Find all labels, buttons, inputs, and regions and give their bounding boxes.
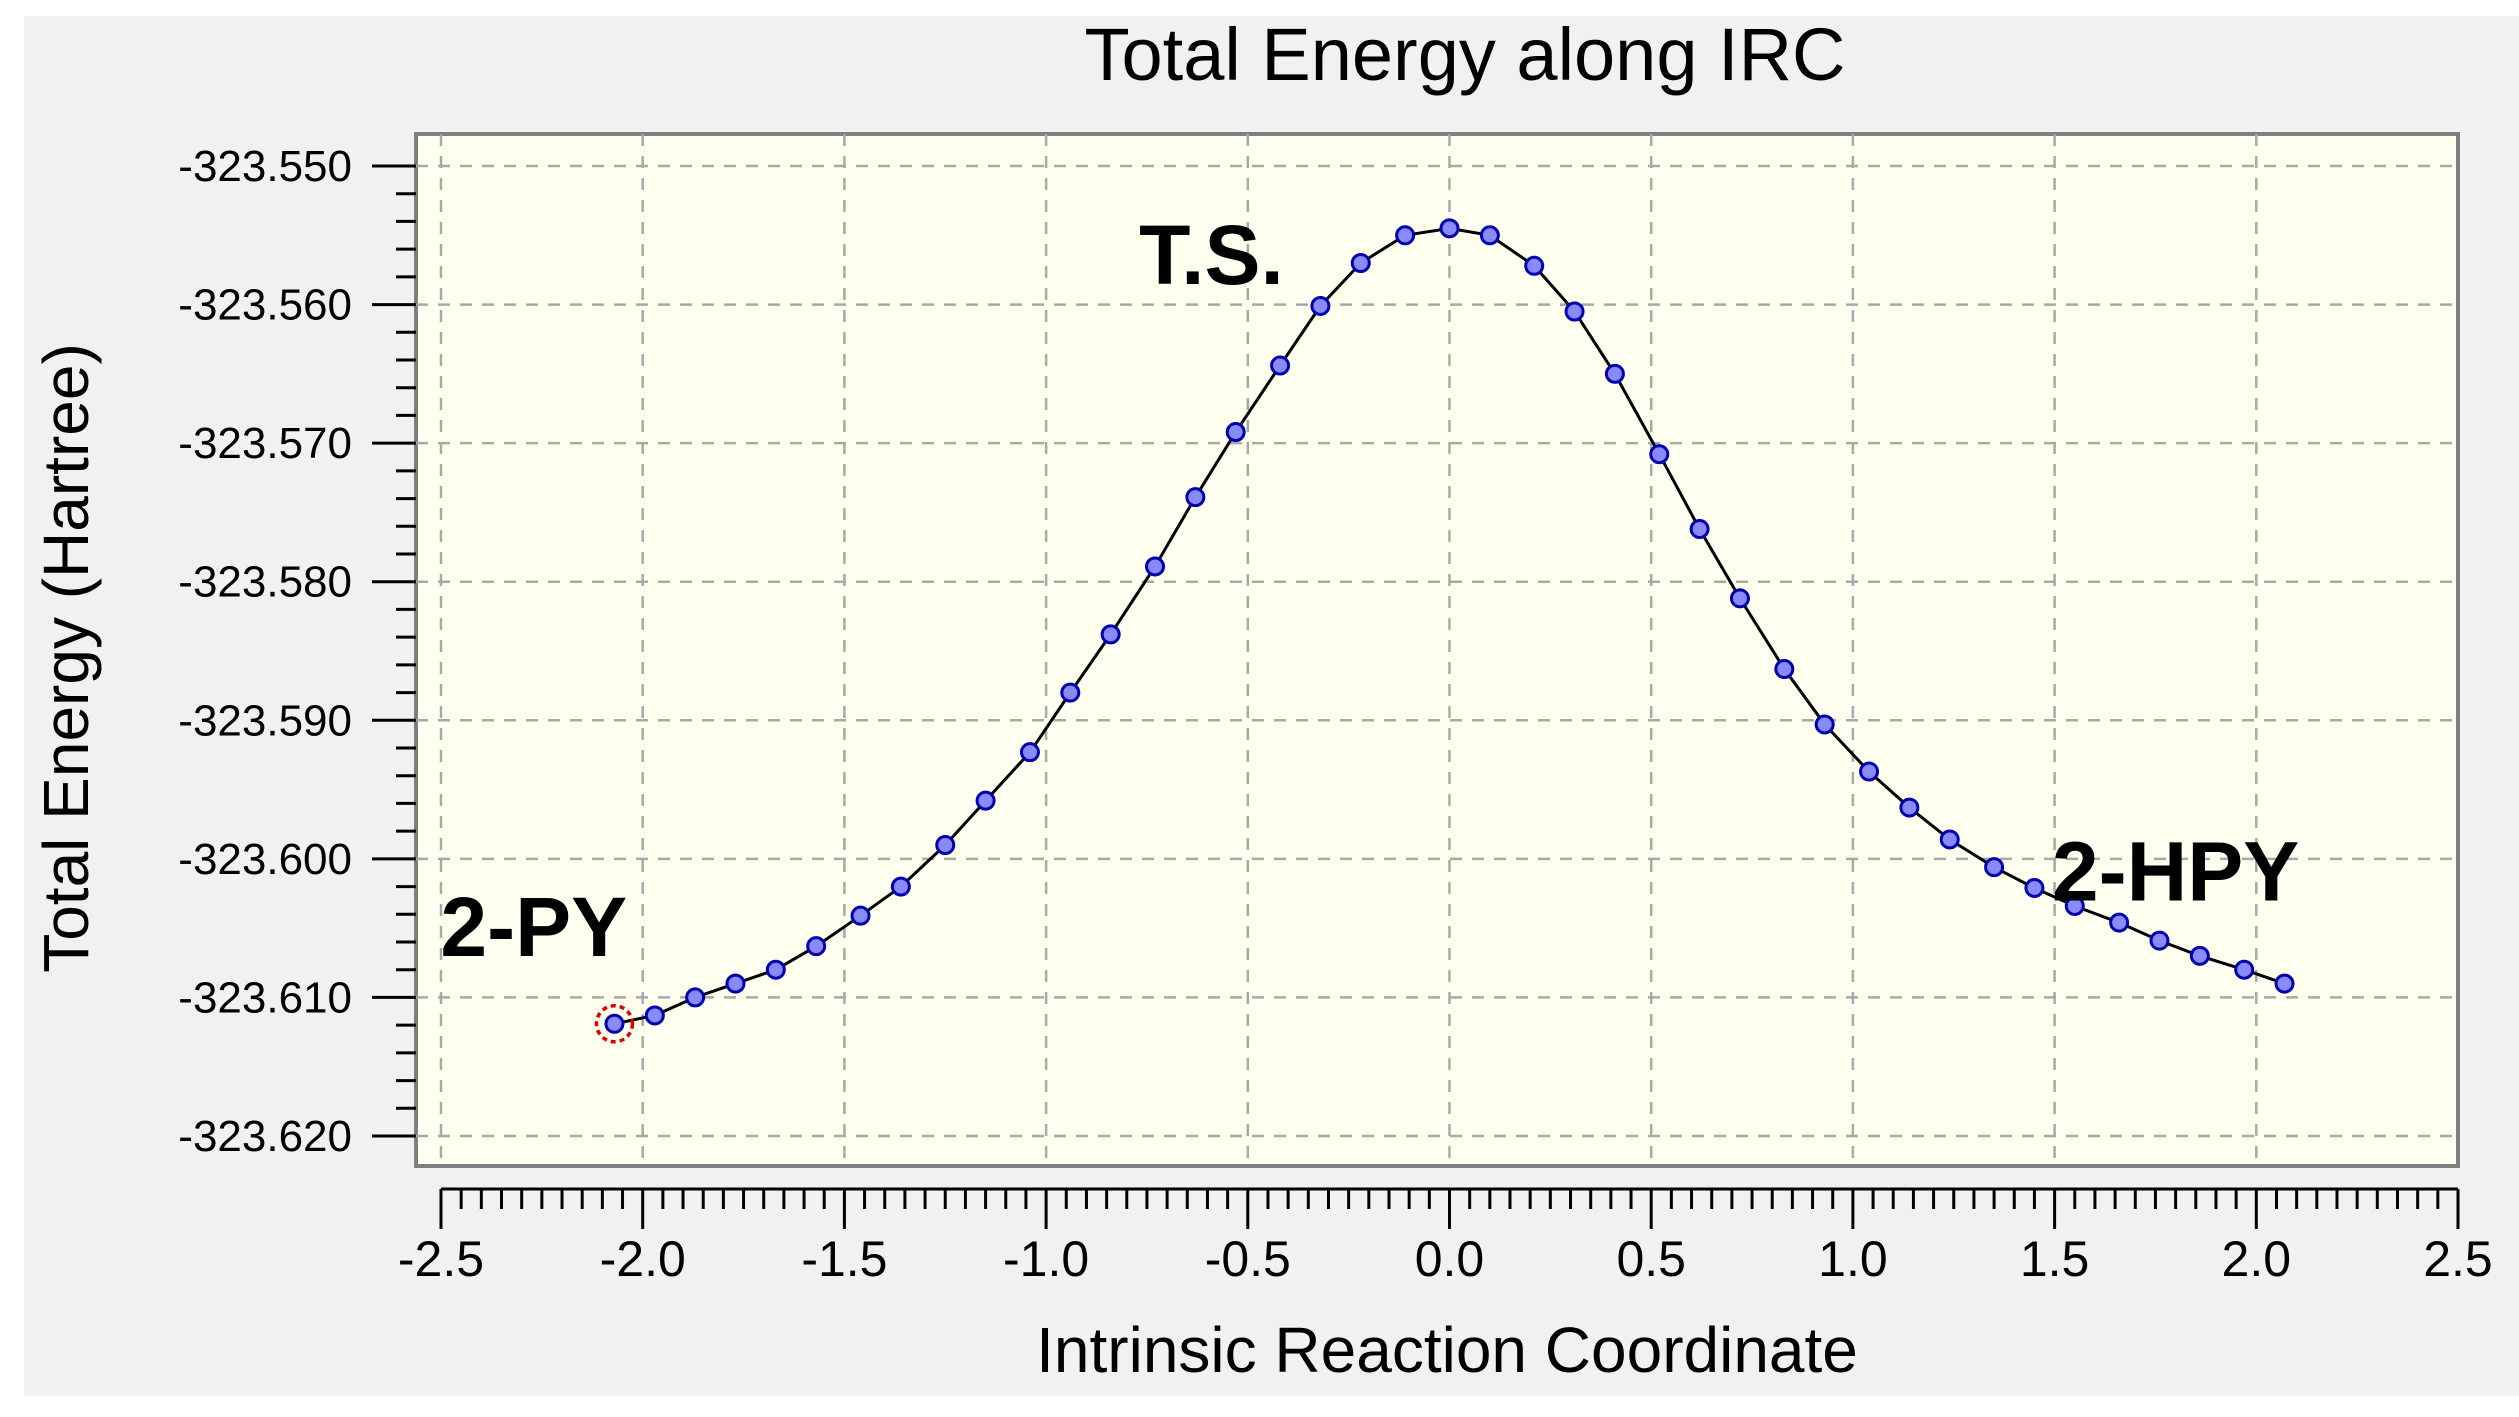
data-point — [1270, 355, 1291, 376]
data-point — [890, 876, 911, 897]
x-tick-label: 0.5 — [1616, 1231, 1686, 1287]
data-point — [685, 987, 706, 1008]
x-tick-label: -1.5 — [801, 1231, 887, 1287]
point-annotation: T.S. — [1139, 208, 1284, 302]
data-point — [2109, 912, 2130, 933]
data-point — [2149, 930, 2170, 951]
x-tick-label: -2.5 — [398, 1231, 484, 1287]
plot-area — [414, 132, 2460, 1168]
data-point — [1350, 253, 1371, 273]
data-point — [1814, 714, 1835, 735]
x-tick-label: 1.0 — [1818, 1231, 1888, 1287]
data-point — [2189, 945, 2210, 966]
data-point — [1899, 797, 1920, 818]
data-point — [1984, 857, 2005, 878]
data-point — [2064, 895, 2085, 916]
data-point — [1060, 682, 1081, 703]
point-annotation: 2-HPY — [2052, 824, 2299, 918]
data-point — [1019, 742, 1040, 763]
data-point — [806, 936, 827, 957]
data-point — [1479, 225, 1500, 246]
data-point — [935, 835, 956, 855]
y-tick-label: -323.550 — [178, 142, 352, 191]
data-point — [1100, 624, 1121, 645]
data-point — [1185, 487, 1206, 508]
selected-point-marker — [594, 1004, 635, 1044]
y-tick-label: -323.580 — [178, 558, 352, 607]
y-tick-label: -323.590 — [178, 696, 352, 745]
data-point — [604, 1013, 625, 1034]
x-tick-label: -2.0 — [600, 1231, 686, 1287]
data-point — [1439, 218, 1460, 239]
data-point — [1225, 422, 1246, 443]
data-point — [850, 905, 871, 926]
chart-title: Total Energy along IRC — [1085, 13, 1846, 96]
gridlines — [416, 134, 2458, 1166]
annotation-layer: T.S. 2-PY 2-HPY — [440, 208, 2299, 974]
data-point — [1774, 659, 1795, 680]
x-tick-label: -1.0 — [1003, 1231, 1089, 1287]
x-tick-label: -0.5 — [1205, 1231, 1291, 1287]
data-point — [1604, 363, 1625, 384]
y-axis: -323.550 -323.560 -323.570 -323.580 -323.590… — [178, 142, 416, 1161]
y-tick-label: -323.570 — [178, 419, 352, 468]
data-point — [1145, 556, 1166, 577]
x-tick-label: 1.5 — [2020, 1231, 2090, 1287]
data-point — [1395, 225, 1416, 246]
y-axis-title: Total Energy (Hartree) — [30, 343, 102, 973]
data-point — [2274, 973, 2295, 994]
data-point — [765, 959, 786, 980]
data-point — [1939, 829, 1960, 850]
y-tick-label: -323.610 — [178, 973, 352, 1022]
x-axis-title: Intrinsic Reaction Coordinate — [1036, 1314, 1858, 1386]
y-tick-label: -323.600 — [178, 835, 352, 884]
x-tick-label: 0.0 — [1415, 1231, 1485, 1287]
data-point — [644, 1005, 665, 1026]
data-point — [1564, 301, 1585, 322]
data-point — [1729, 588, 1750, 609]
data-point — [1524, 255, 1545, 276]
data-point — [2024, 877, 2045, 898]
data-point — [1310, 295, 1331, 316]
y-tick-label: -323.620 — [178, 1112, 352, 1161]
x-axis: -2.5 -2.0 -1.5 -1.0 -0.5 0.0 0.5 1.0 1.5 2.0 2.5 — [398, 1187, 2493, 1287]
series-layer — [594, 218, 2295, 1044]
data-point — [725, 973, 746, 994]
x-tick-label: 2.0 — [2222, 1231, 2292, 1287]
data-point — [1859, 761, 1880, 782]
data-point — [1649, 444, 1670, 465]
data-point — [975, 790, 996, 811]
x-tick-label: 2.5 — [2423, 1231, 2493, 1287]
data-point — [1689, 519, 1710, 540]
data-point — [2234, 959, 2255, 980]
y-tick-label: -323.560 — [178, 281, 352, 330]
point-annotation: 2-PY — [440, 880, 627, 974]
